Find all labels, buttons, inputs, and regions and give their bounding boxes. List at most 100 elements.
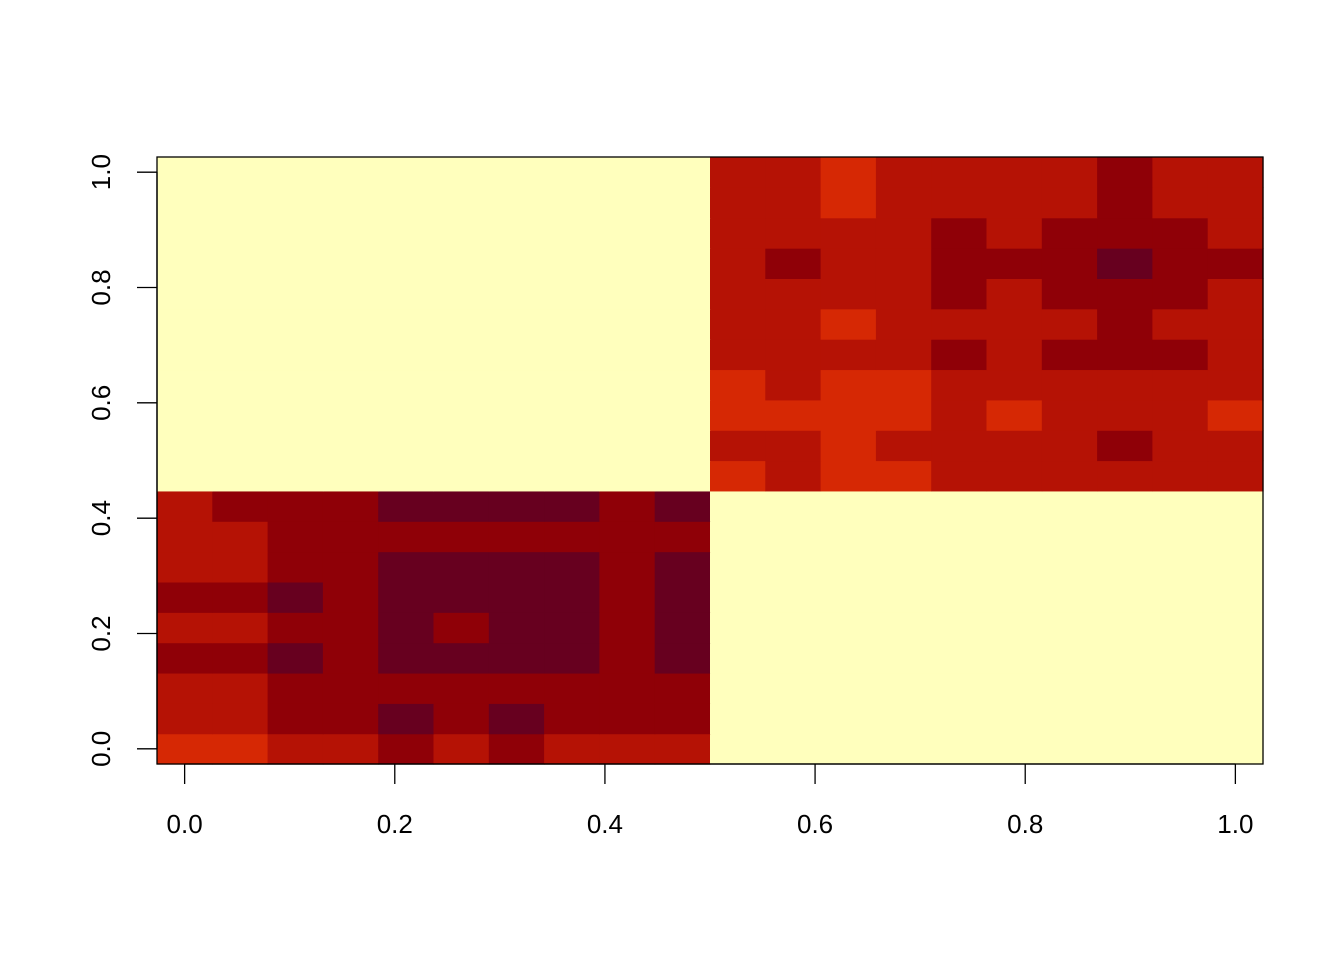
heatmap-cell <box>267 642 324 674</box>
heatmap-cell <box>875 157 932 188</box>
heatmap-cell <box>544 278 600 310</box>
heatmap-cell <box>322 339 379 371</box>
heatmap-cell <box>1207 187 1264 219</box>
heatmap-cell <box>986 733 1043 765</box>
heatmap-cell <box>599 187 656 219</box>
heatmap-cell <box>654 278 711 310</box>
heatmap-cell <box>599 642 656 674</box>
heatmap-cell <box>1207 430 1264 462</box>
heatmap-cell <box>1041 217 1098 249</box>
heatmap-cell <box>820 278 877 310</box>
heatmap-cell <box>1041 248 1098 279</box>
heatmap-cell <box>378 217 435 249</box>
heatmap-cell <box>1152 733 1209 765</box>
heatmap-cell <box>875 672 932 704</box>
heatmap-cell <box>544 369 600 401</box>
heatmap-cell <box>544 187 600 219</box>
heatmap-cell <box>931 278 988 310</box>
heatmap-cell <box>875 308 932 340</box>
heatmap-cell <box>267 157 324 188</box>
heatmap-cell <box>1152 551 1209 583</box>
heatmap-cell <box>931 642 988 674</box>
heatmap-cell <box>267 369 324 401</box>
heatmap-cell <box>1041 672 1098 704</box>
heatmap-cell <box>544 430 600 462</box>
heatmap-cell <box>1152 187 1209 219</box>
heatmap-cell <box>1097 217 1153 249</box>
heatmap-cell <box>1097 733 1153 765</box>
heatmap-cell <box>875 703 932 735</box>
heatmap-cell <box>488 551 545 583</box>
heatmap-cell <box>157 642 213 674</box>
heatmap-cell <box>322 581 379 613</box>
heatmap-cell <box>488 339 545 371</box>
heatmap-cell <box>378 521 435 553</box>
heatmap-cell <box>710 369 766 401</box>
heatmap-cell <box>267 187 324 219</box>
heatmap-cell <box>599 612 656 644</box>
heatmap-cell <box>875 430 932 462</box>
heatmap-cell <box>986 187 1043 219</box>
heatmap-cell <box>212 308 269 340</box>
heatmap-cell <box>1097 248 1153 279</box>
heatmap-cell <box>267 733 324 765</box>
heatmap-cell <box>875 521 932 553</box>
heatmap-cell <box>1152 369 1209 401</box>
heatmap-cell <box>820 581 877 613</box>
heatmap-cell <box>1207 339 1264 371</box>
heatmap-cell <box>1152 217 1209 249</box>
heatmap-cell <box>544 521 600 553</box>
heatmap-cell <box>1097 612 1153 644</box>
heatmap-cell <box>212 521 269 553</box>
x-tick-label: 0.2 <box>377 809 413 839</box>
heatmap-cell <box>1152 248 1209 279</box>
heatmap-cell <box>931 187 988 219</box>
heatmap-cell <box>267 278 324 310</box>
heatmap-cell <box>433 733 490 765</box>
heatmap-cell <box>599 217 656 249</box>
heatmap-cell <box>212 399 269 431</box>
heatmap-cell <box>378 460 435 492</box>
heatmap-cell <box>1152 521 1209 553</box>
heatmap-cell <box>820 551 877 583</box>
heatmap-cell <box>1207 248 1264 279</box>
heatmap-cell <box>1041 551 1098 583</box>
heatmap-cell <box>654 187 711 219</box>
heatmap-cell <box>544 612 600 644</box>
heatmap-cell <box>986 217 1043 249</box>
heatmap-cell <box>212 733 269 765</box>
heatmap-cell <box>322 369 379 401</box>
heatmap-cell <box>544 217 600 249</box>
heatmap-cell <box>765 733 822 765</box>
heatmap-cell <box>267 672 324 704</box>
heatmap-cell <box>212 157 269 188</box>
heatmap-cell <box>433 703 490 735</box>
heatmap-cell <box>267 430 324 462</box>
heatmap-cell <box>322 490 379 522</box>
heatmap-cell <box>212 187 269 219</box>
heatmap-cell <box>433 460 490 492</box>
heatmap-cell <box>488 278 545 310</box>
heatmap-cell <box>157 521 213 553</box>
heatmap-cell <box>654 551 711 583</box>
heatmap-cell <box>1097 339 1153 371</box>
heatmap-cell <box>710 490 766 522</box>
heatmap-cell <box>765 339 822 371</box>
heatmap-cell <box>1041 430 1098 462</box>
heatmap-cell <box>544 733 600 765</box>
heatmap-cell <box>1207 642 1264 674</box>
heatmap-cell <box>820 672 877 704</box>
heatmap-cell <box>931 612 988 644</box>
heatmap-cell <box>765 157 822 188</box>
heatmap-cell <box>378 369 435 401</box>
heatmap-cell <box>378 157 435 188</box>
heatmap-cell <box>1041 521 1098 553</box>
heatmap-cell <box>931 733 988 765</box>
heatmap-cell <box>931 248 988 279</box>
heatmap-cell <box>1207 490 1264 522</box>
heatmap-cell <box>710 581 766 613</box>
heatmap-cell <box>599 399 656 431</box>
heatmap-cell <box>322 460 379 492</box>
heatmap-cell <box>433 581 490 613</box>
heatmap-cell <box>1041 187 1098 219</box>
